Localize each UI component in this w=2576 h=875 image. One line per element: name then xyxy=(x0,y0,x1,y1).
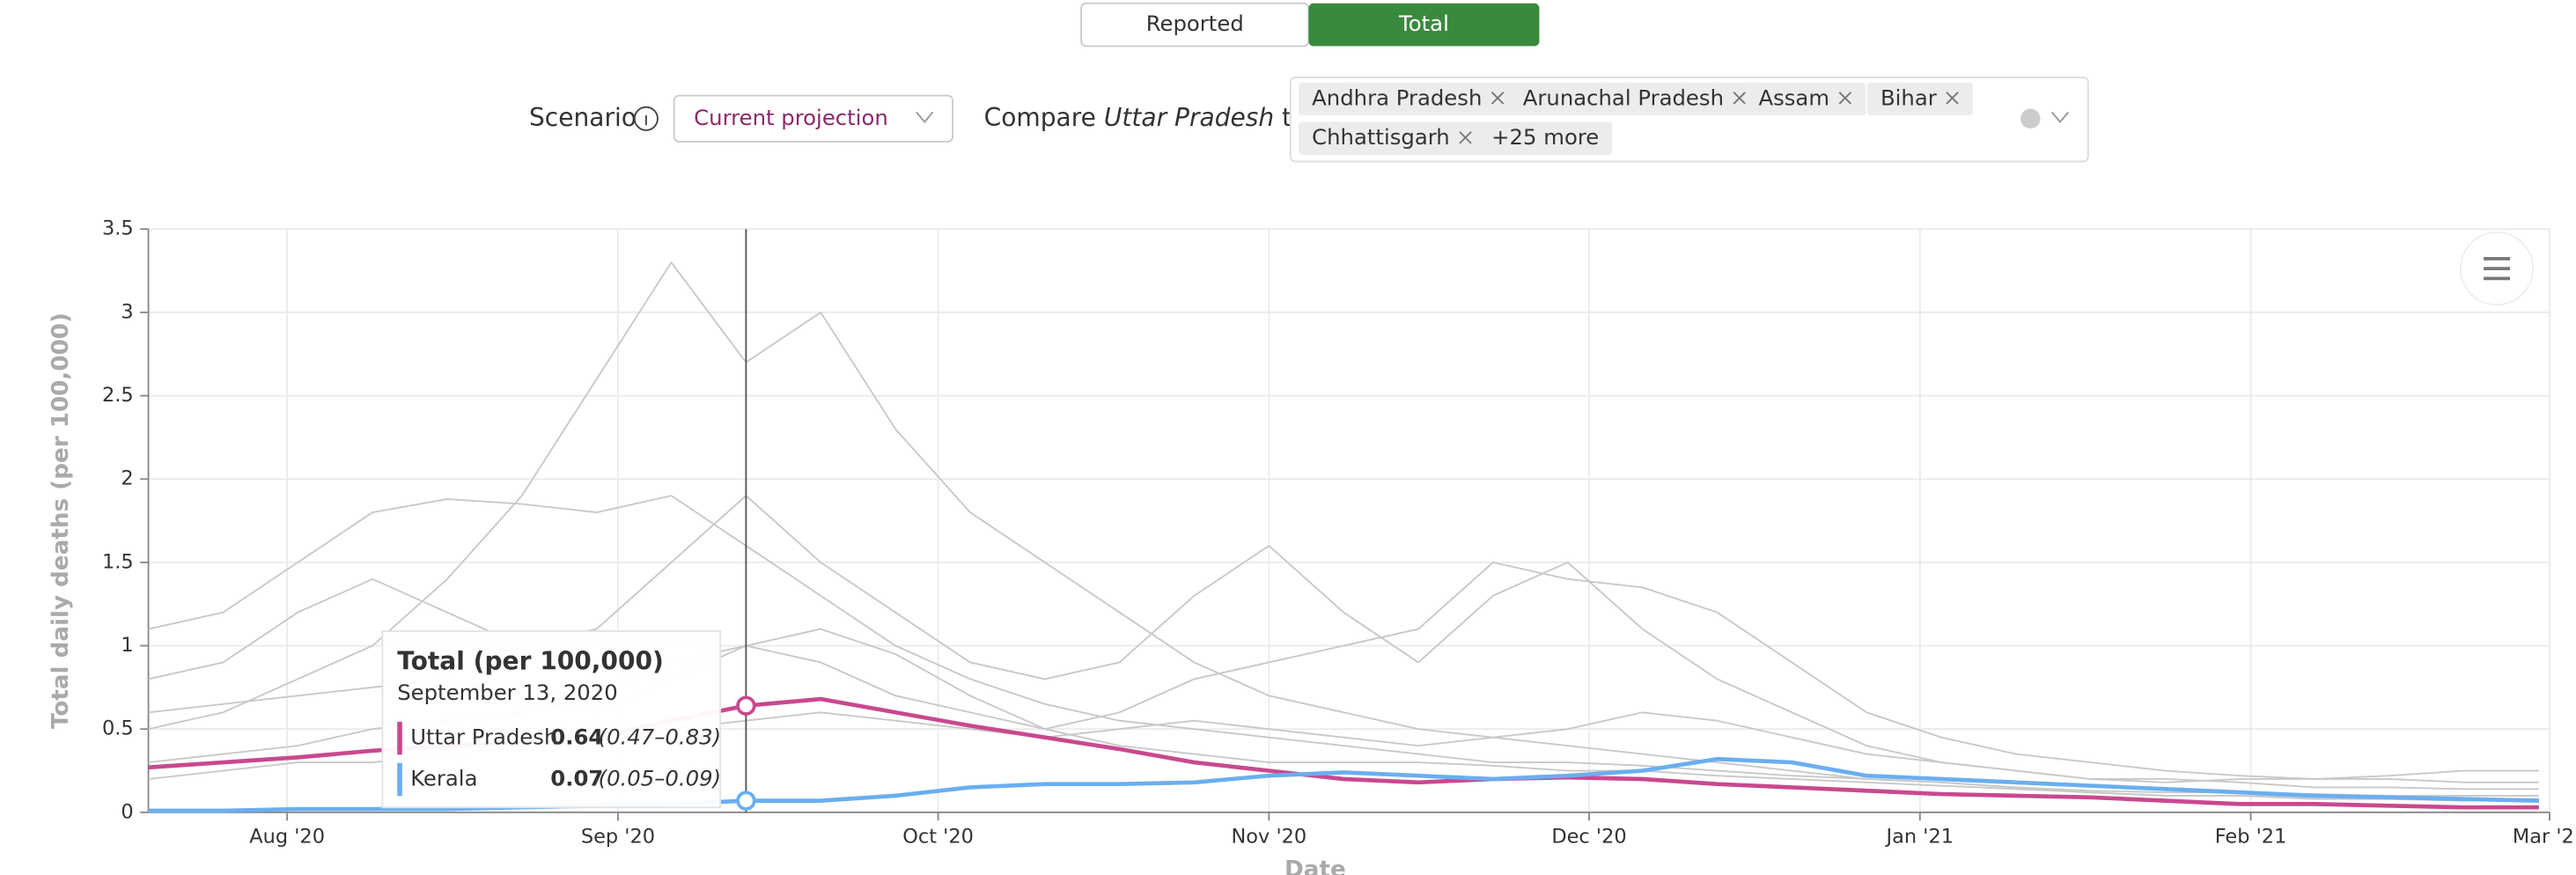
x-axis-label: Date xyxy=(1284,857,1346,875)
hover-point xyxy=(736,790,756,811)
y-tick-label: 2.5 xyxy=(102,384,134,407)
toggle-total[interactable] xyxy=(1308,3,1540,47)
y-tick-label: 2 xyxy=(121,467,133,490)
region-line xyxy=(148,495,2539,797)
info-icon[interactable] xyxy=(633,106,659,131)
x-tick-label: Mar '21 xyxy=(2513,825,2576,848)
toggle-label: Total xyxy=(1398,11,1449,36)
chip-remove[interactable] xyxy=(1946,92,1959,105)
chip[interactable] xyxy=(1745,82,1866,116)
chip-label: Arunachal Pradesh xyxy=(1523,85,1724,110)
chip-label: Assam xyxy=(1758,85,1829,110)
plot: 0 0.5 1 1.5 2 2.5 3 3.5 Aug '20 Sep '20 Oct '20 Nov… xyxy=(102,217,2576,849)
y-tick-label: 0 xyxy=(121,800,133,823)
y-tick-label: 0.5 xyxy=(102,717,134,740)
compare-region: Uttar Pradesh xyxy=(1104,103,1274,132)
chip-label: Bihar xyxy=(1880,85,1937,110)
tooltip-interval: (0.47–0.83) xyxy=(599,724,721,750)
chip[interactable] xyxy=(1866,82,1973,116)
y-tick-label: 1 xyxy=(121,634,133,657)
toggle-label: Reported xyxy=(1146,11,1244,36)
scenario-dropdown[interactable] xyxy=(673,94,953,143)
y-tick-label: 3 xyxy=(121,300,133,323)
chip-label: Andhra Pradesh xyxy=(1312,85,1482,110)
tooltip-swatch xyxy=(397,762,402,797)
tooltip-value: 0.07 xyxy=(550,765,603,790)
scenario-label: Scenario xyxy=(529,103,637,132)
tooltip-name: Kerala xyxy=(410,765,477,790)
x-tick-label: Jan '21 xyxy=(1885,825,1954,848)
chip[interactable] xyxy=(1299,82,1519,116)
chip[interactable] xyxy=(1509,82,1761,116)
y-axis-label: Total daily deaths (per 100,000) xyxy=(48,312,74,729)
tooltip-date: September 13, 2020 xyxy=(397,680,618,705)
more-label: +25 more xyxy=(1491,124,1599,150)
tooltip: Total (per 100,000) September 13, 2020 Utt… xyxy=(381,630,722,809)
tooltip-box xyxy=(381,630,722,809)
clear-icon[interactable] xyxy=(2020,108,2041,129)
compare-prefix: Compare xyxy=(984,103,1096,132)
y-tick-label: 3.5 xyxy=(102,217,134,240)
settings-icon xyxy=(2484,257,2511,281)
chip[interactable] xyxy=(1299,121,1486,155)
x-tick-label: Oct '20 xyxy=(902,825,974,848)
chip-remove[interactable] xyxy=(1838,92,1852,105)
x-tick-label: Sep '20 xyxy=(581,825,655,848)
tooltip-interval: (0.05–0.09) xyxy=(599,765,721,790)
x-tick-label: Nov '20 xyxy=(1231,825,1306,848)
x-tick-label: Dec '20 xyxy=(1551,825,1626,848)
chip-label: Chhattisgarh xyxy=(1312,124,1450,150)
tooltip-value: 0.64 xyxy=(550,724,603,750)
x-tick-label: Feb '21 xyxy=(2215,825,2287,848)
chip-remove[interactable] xyxy=(1733,92,1746,105)
scenario-value: Current projection xyxy=(694,105,888,130)
chip-remove[interactable] xyxy=(1459,131,1472,144)
more-chip[interactable] xyxy=(1478,121,1613,155)
tooltip-name: Uttar Pradesh xyxy=(410,724,557,750)
y-tick-label: 1.5 xyxy=(102,550,134,573)
chevron xyxy=(916,111,934,123)
hover-point xyxy=(736,695,756,716)
chips: Andhra Pradesh Arunachal Pradesh Assam Biha… xyxy=(1299,82,1973,155)
chevron xyxy=(2050,111,2070,123)
x-tick-label: Aug '20 xyxy=(249,825,325,848)
tooltip-title: Total (per 100,000) xyxy=(397,647,664,676)
compare-label: Compare Uttar Pradesh to xyxy=(984,103,1307,132)
tooltip-swatch xyxy=(397,721,402,755)
chip-remove[interactable] xyxy=(1490,92,1505,105)
